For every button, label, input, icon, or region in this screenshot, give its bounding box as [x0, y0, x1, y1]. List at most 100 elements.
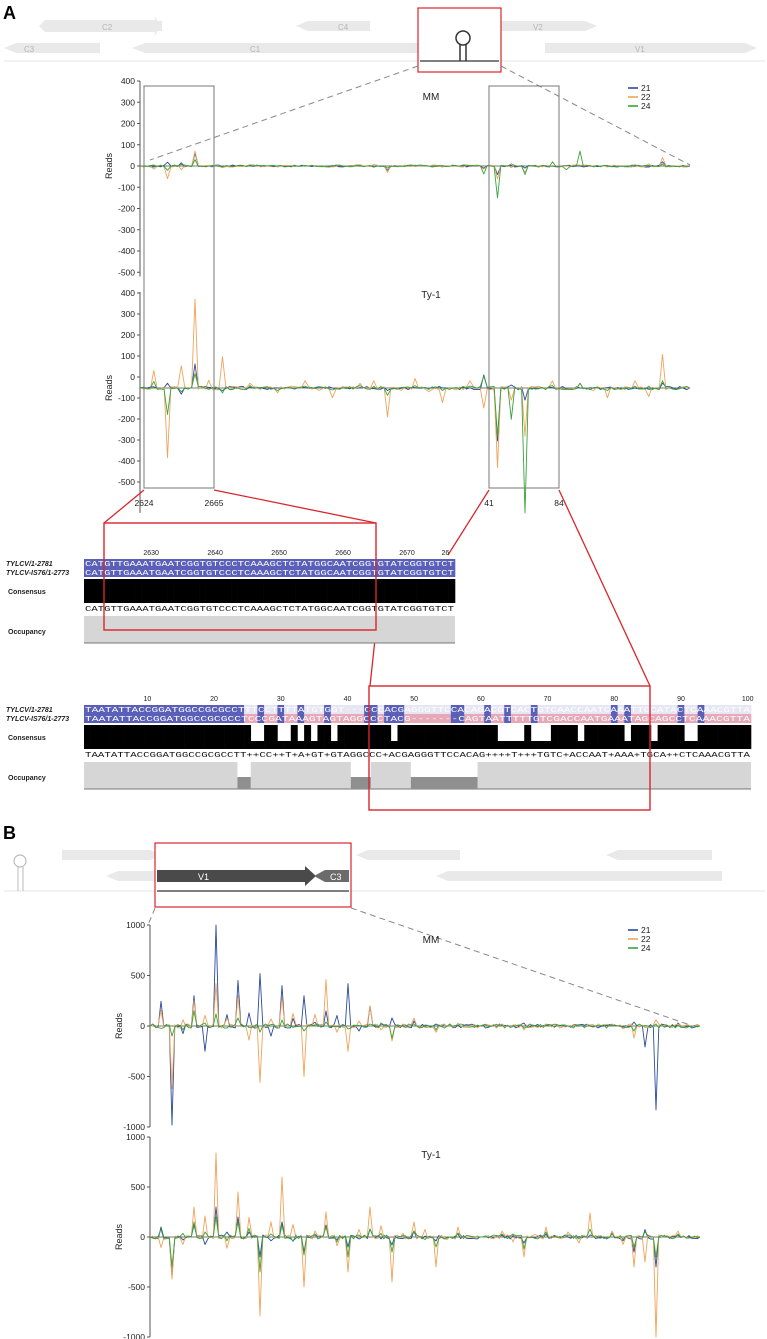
seq-name: TYLCV/1-2781	[6, 707, 53, 714]
seq-cell	[650, 705, 658, 714]
seq-cell	[457, 705, 465, 714]
seq-cell	[510, 705, 518, 714]
zoom-line	[558, 489, 651, 687]
seq-cell	[288, 568, 296, 577]
seq-cell	[457, 714, 465, 723]
consensus-bar	[137, 725, 145, 749]
seq-cell	[157, 705, 165, 714]
consensus-bar	[160, 579, 168, 603]
seq-cell	[109, 568, 117, 577]
sequence-1: CATGTTGAAATGAATCGGTGTCCCTCAAAGCTCTATGGCA…	[85, 561, 455, 569]
consensus-bar	[617, 725, 625, 749]
consensus-bar	[290, 725, 298, 749]
seq-cell	[664, 705, 672, 714]
consensus-bar	[84, 725, 91, 749]
seq-cell	[442, 559, 449, 568]
seq-cell	[490, 705, 498, 714]
seq-cell	[397, 559, 405, 568]
seq-cell	[186, 568, 194, 577]
consensus-bar	[150, 725, 158, 749]
seq-cell	[327, 568, 334, 577]
seq-cell	[437, 714, 445, 723]
condition-title: Ty-1	[421, 290, 441, 301]
seq-cell	[170, 705, 178, 714]
seq-cell	[284, 714, 292, 723]
consensus-bar	[96, 579, 104, 603]
y-tick-label: 1000	[126, 920, 145, 930]
seq-cell	[204, 705, 212, 714]
consensus-bar	[357, 725, 365, 749]
consensus-bar	[457, 725, 465, 749]
seq-cell	[282, 568, 289, 577]
consensus-bar	[84, 579, 91, 603]
seq-cell	[630, 714, 638, 723]
y-tick-label: 400	[121, 76, 135, 86]
y-tick-label: 1000	[126, 1132, 145, 1142]
consensus-bar	[284, 741, 292, 749]
seq-cell	[237, 568, 245, 577]
consensus-bar	[224, 725, 232, 749]
seq-cell	[484, 714, 492, 723]
consensus-bar	[391, 579, 398, 603]
seq-cell	[370, 705, 378, 714]
consensus-bar	[147, 579, 155, 603]
seq-cell	[384, 714, 392, 723]
seq-cell	[530, 705, 538, 714]
seq-cell	[122, 559, 130, 568]
seq-cell	[737, 705, 745, 714]
seq-cell	[177, 714, 185, 723]
consensus-label: Consensus	[8, 735, 46, 742]
condition-title: Ty-1	[421, 1150, 441, 1161]
seq-cell	[115, 559, 123, 568]
seq-cell	[211, 559, 219, 568]
seq-cell	[670, 714, 678, 723]
seq-cell	[397, 705, 405, 714]
seq-cell	[324, 714, 332, 723]
seq-cell	[290, 705, 298, 714]
seq-cell	[410, 714, 418, 723]
seq-cell	[250, 705, 258, 714]
consensus-bar	[115, 579, 123, 603]
y-tick-label: -400	[118, 246, 135, 256]
consensus-bar	[657, 725, 665, 749]
seq-cell	[510, 714, 518, 723]
consensus-bar	[333, 579, 341, 603]
seq-cell	[657, 714, 665, 723]
ruler-label: 26	[442, 550, 450, 557]
chart-panel-a: 400 300 200 100 0 -100 -200 -300 -400 -500 Reads MM…	[103, 76, 691, 687]
seq-cell	[410, 568, 417, 577]
consensus-bar	[670, 725, 678, 749]
seq-cell	[697, 714, 705, 723]
seq-cell	[346, 568, 353, 577]
consensus-bar	[295, 579, 302, 603]
seq-cell	[230, 714, 238, 723]
gene-label: V2	[533, 23, 543, 32]
consensus-bar	[544, 741, 552, 749]
consensus-bar	[371, 579, 379, 603]
consensus-bar	[301, 579, 309, 603]
seq-cell	[403, 568, 411, 577]
consensus-bar	[211, 579, 219, 603]
seq-cell	[690, 714, 698, 723]
seq-cell	[365, 568, 373, 577]
seq-cell	[537, 705, 545, 714]
consensus-bar	[135, 579, 142, 603]
consensus-bar	[104, 725, 111, 749]
seq-cell	[277, 714, 285, 723]
genome-map-a: C2 C4 V2 C3 C1 V1	[4, 7, 765, 166]
seq-cell	[110, 714, 118, 723]
seq-cell	[179, 559, 187, 568]
consensus-bar	[435, 579, 443, 603]
consensus-bar	[704, 725, 712, 749]
y-axis-label: Reads	[104, 375, 114, 402]
stem-loop-icon	[455, 30, 471, 46]
ruler-label: 2650	[271, 550, 287, 557]
consensus-bar	[403, 579, 411, 603]
legend-label: 21	[641, 83, 651, 93]
consensus-bar	[384, 725, 392, 749]
consensus-bar	[122, 579, 130, 603]
seq-cell	[224, 705, 232, 714]
consensus-bar	[416, 579, 424, 603]
seq-cell	[350, 714, 358, 723]
ruler-label: 90	[677, 696, 685, 703]
